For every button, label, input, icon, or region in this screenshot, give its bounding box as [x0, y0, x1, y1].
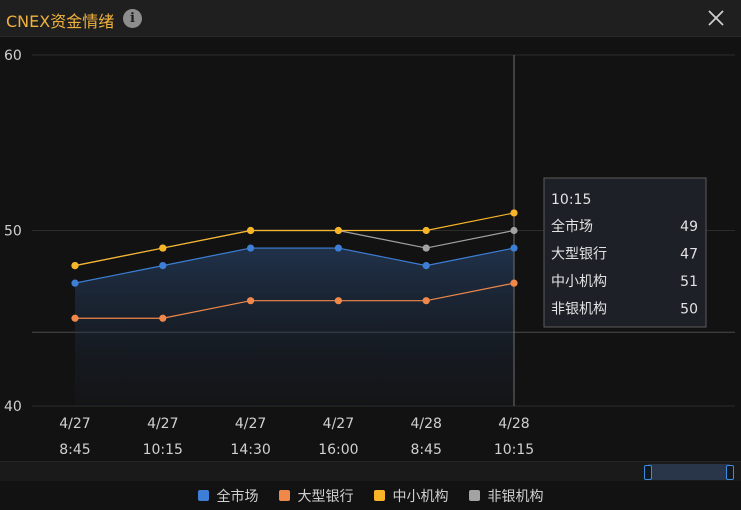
y-tick-label: 50 — [4, 224, 22, 240]
tooltip-series-value: 51 — [680, 274, 698, 290]
close-icon[interactable] — [704, 6, 728, 30]
data-point — [334, 226, 342, 235]
legend-swatch — [197, 490, 209, 501]
window-title: CNEX资金情绪 — [6, 12, 115, 31]
x-tick-label: 4/27 — [59, 416, 90, 432]
data-point — [71, 262, 79, 270]
x-tick-label: 16:00 — [318, 442, 358, 458]
data-point — [422, 262, 430, 270]
tooltip-series-name: 中小机构 — [551, 274, 607, 290]
data-point — [247, 297, 255, 305]
data-point — [510, 209, 518, 217]
data-point — [71, 314, 79, 322]
tooltip: 10:15 全市场 49 大型银行 47 中小机构 51 非银机构 50 — [543, 177, 707, 328]
tooltip-box — [543, 177, 707, 328]
data-point — [159, 262, 167, 270]
data-point — [247, 244, 255, 252]
tooltip-series-value: 47 — [680, 247, 698, 263]
data-point — [247, 226, 255, 235]
series-line — [74, 247, 515, 284]
legend: 全市场 大型银行 中小机构 非银机构 — [0, 481, 741, 510]
x-tick-label: 10:15 — [494, 442, 534, 458]
legend-item[interactable]: 中小机构 — [373, 486, 449, 506]
legend-swatch — [468, 490, 480, 501]
scroll-handle-left[interactable] — [644, 465, 652, 480]
data-point — [422, 226, 430, 235]
legend-swatch — [373, 490, 385, 501]
range-scrollbar[interactable] — [0, 461, 741, 481]
y-tick-label: 40 — [4, 399, 22, 415]
legend-item[interactable]: 非银机构 — [468, 486, 544, 506]
x-tick-label: 8:45 — [59, 442, 90, 458]
x-tick-label: 4/28 — [498, 416, 529, 432]
series-line — [75, 282, 515, 319]
data-point — [510, 279, 518, 287]
x-tick-label: 14:30 — [230, 442, 270, 458]
legend-label: 全市场 — [216, 488, 259, 505]
legend-label: 非银机构 — [487, 488, 544, 505]
data-point — [334, 297, 342, 305]
legend-item[interactable]: 全市场 — [197, 486, 259, 506]
legend-label: 中小机构 — [392, 488, 449, 505]
info-icon[interactable]: i — [123, 9, 142, 28]
data-point — [159, 314, 167, 322]
data-point — [71, 279, 79, 287]
series-line — [74, 212, 515, 267]
tooltip-series-value: 49 — [680, 219, 698, 235]
tooltip-series-value: 50 — [680, 302, 698, 318]
tooltip-series-name: 全市场 — [551, 218, 593, 235]
legend-item[interactable]: 大型银行 — [278, 486, 354, 506]
data-point — [510, 244, 518, 252]
x-tick-label: 4/27 — [323, 416, 354, 432]
x-tick-label: 4/28 — [410, 416, 441, 432]
scroll-handle-right[interactable] — [726, 465, 734, 480]
data-point — [159, 244, 167, 252]
data-point — [422, 244, 430, 252]
tooltip-series-name: 大型银行 — [551, 247, 607, 263]
x-tick-label: 10:15 — [143, 442, 183, 458]
data-point — [510, 226, 518, 235]
legend-label: 大型银行 — [297, 488, 354, 505]
data-point — [422, 297, 430, 305]
x-tick-label: 8:45 — [410, 442, 441, 458]
series-area — [75, 248, 514, 406]
scroll-window[interactable] — [644, 464, 734, 480]
x-tick-label: 4/27 — [147, 416, 178, 432]
data-point — [334, 244, 342, 252]
legend-swatch — [278, 490, 290, 501]
title-bar: CNEX资金情绪 i — [0, 0, 741, 37]
tooltip-title: 10:15 — [551, 192, 591, 208]
x-tick-label: 4/27 — [235, 416, 266, 432]
line-chart[interactable]: 40 50 60 4/27 8:45 4/27 10:15 4/27 14:30 4/27 16:0… — [0, 37, 741, 461]
tooltip-series-name: 非银机构 — [551, 302, 607, 318]
y-tick-label: 60 — [4, 48, 22, 64]
